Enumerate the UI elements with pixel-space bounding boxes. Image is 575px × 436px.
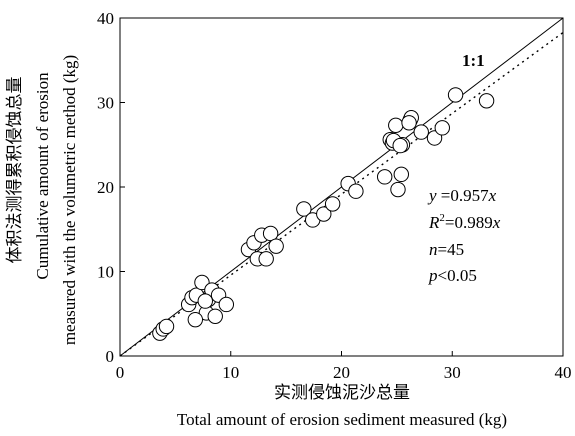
data-point <box>207 308 223 324</box>
r-squared: R2=0.989x <box>428 212 501 232</box>
data-point <box>197 293 213 309</box>
data-point <box>393 166 410 183</box>
data-point <box>376 169 393 185</box>
y-axis-title-en-1: Cumulative amount of erosion <box>33 72 52 280</box>
data-point <box>426 130 443 146</box>
statistics-annotation: y =0.957x R2=0.989x n=45 p<0.05 <box>427 186 501 285</box>
fit-equation: y =0.957x <box>427 186 497 205</box>
x-axis-title-en: Total amount of erosion sediment measure… <box>177 410 507 429</box>
data-point <box>296 201 312 217</box>
data-point <box>413 124 429 140</box>
data-point <box>187 311 204 328</box>
data-points <box>152 87 495 341</box>
y-axis-ticks: 0 10 20 30 40 <box>97 9 125 366</box>
x-axis-title-cn: 实测侵蚀泥沙总量 <box>274 383 410 402</box>
y-tick-label: 30 <box>97 94 114 113</box>
x-axis-ticks: 0 10 20 30 40 <box>116 351 572 382</box>
y-tick-label: 0 <box>106 347 115 366</box>
x-tick-label: 0 <box>116 363 125 382</box>
y-axis-title-en-2: measured with the volumetric method (kg) <box>60 55 79 345</box>
data-point <box>392 137 408 154</box>
data-point <box>478 93 495 109</box>
data-point <box>388 117 404 134</box>
data-point <box>316 206 332 222</box>
data-point <box>390 181 406 198</box>
data-point <box>262 225 279 242</box>
y-tick-label: 20 <box>97 178 114 197</box>
sample-size: n=45 <box>429 240 464 259</box>
x-tick-label: 40 <box>555 363 572 382</box>
y-axis-title-cn: 体积法测得累积侵蚀总量 <box>5 77 24 264</box>
data-point <box>218 296 235 313</box>
one-to-one-label: 1:1 <box>462 51 485 70</box>
y-tick-label: 10 <box>97 263 114 282</box>
data-point <box>268 238 284 254</box>
x-tick-label: 10 <box>222 363 239 382</box>
data-point <box>258 251 274 267</box>
data-point <box>158 318 175 335</box>
data-point <box>401 115 417 131</box>
data-point <box>447 87 464 103</box>
x-tick-label: 30 <box>444 363 461 382</box>
data-point <box>324 196 341 212</box>
x-tick-label: 20 <box>333 363 350 382</box>
data-point <box>348 183 364 199</box>
data-point <box>434 120 450 136</box>
y-tick-label: 40 <box>97 9 114 28</box>
p-value: p<0.05 <box>428 266 477 285</box>
